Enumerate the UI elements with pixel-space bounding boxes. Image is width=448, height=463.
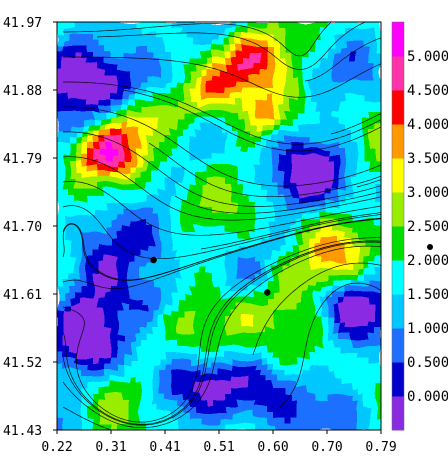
x-tick-label: 0.22 <box>41 440 72 455</box>
streamline <box>62 156 381 221</box>
x-tick-label: 0.41 <box>149 440 180 455</box>
y-tick-label: 41.61 <box>3 288 42 303</box>
streamline <box>304 37 381 82</box>
streamline <box>62 218 381 290</box>
streamline <box>356 179 381 188</box>
colorbar-swatch <box>392 260 404 295</box>
colorbar-swatch <box>392 56 404 91</box>
colorbar-swatch <box>392 22 404 57</box>
colorbar-swatch <box>392 158 404 193</box>
streamline <box>96 22 367 70</box>
colorbar-label: 0.000 <box>407 389 448 405</box>
x-axis: 0.22 0.31 0.41 0.51 0.60 0.70 0.79 <box>41 430 397 455</box>
y-tick-label: 41.43 <box>3 424 42 439</box>
streamlines <box>62 22 381 430</box>
streamline <box>62 131 381 207</box>
colorbar-label: 1.500 <box>407 287 448 303</box>
streamline <box>62 237 381 423</box>
colorbar-swatch <box>392 294 404 329</box>
streamline <box>63 81 381 145</box>
streamline <box>330 112 381 135</box>
colorbar-marker-dot <box>427 244 433 250</box>
colorbar-label: 4.000 <box>407 117 448 133</box>
streamline <box>63 56 381 98</box>
colorbar-label: 5.000 <box>407 49 448 65</box>
colorbar-swatch <box>392 396 404 431</box>
marker-point <box>264 289 271 296</box>
heatmap-field <box>57 22 381 430</box>
x-tick-label: 0.31 <box>95 440 126 455</box>
colorbar-label: 2.000 <box>407 253 448 269</box>
streamline <box>226 240 381 303</box>
streamline <box>122 89 381 152</box>
colorbar-swatch <box>392 328 404 363</box>
x-tick-label: 0.70 <box>311 440 342 455</box>
x-tick-label: 0.60 <box>257 440 288 455</box>
colorbar-label: 3.500 <box>407 151 448 167</box>
plot-area: 0.22 0.31 0.41 0.51 0.60 0.70 0.79 41.9741.884… <box>3 16 397 455</box>
colorbar-swatch <box>392 192 404 227</box>
colorbar-label: 2.500 <box>407 219 448 235</box>
streamline <box>62 241 381 426</box>
streamline <box>252 262 381 356</box>
colorbar-swatch <box>392 90 404 125</box>
x-tick-label: 0.51 <box>203 440 234 455</box>
y-tick-label: 41.79 <box>3 152 42 167</box>
colorbar-label: 3.000 <box>407 185 448 201</box>
colorbar-swatch <box>392 124 404 159</box>
y-tick-label: 41.88 <box>3 84 42 99</box>
colorbar-label: 4.500 <box>407 83 448 99</box>
streamline <box>63 106 381 187</box>
colorbar-swatch <box>392 226 404 261</box>
streamline <box>63 22 332 57</box>
streamline <box>62 181 381 236</box>
colorbar: 0.000 0.500 1.000 1.500 2.000 2.500 3.000 3.500… <box>391 21 448 431</box>
y-axis: 41.97 41.88 41.79 41.70 41.61 41.52 41.43 <box>3 16 57 439</box>
streamline <box>62 406 113 430</box>
streamline <box>62 205 381 260</box>
streamline <box>200 212 381 250</box>
streamline <box>174 191 381 214</box>
streamline <box>62 245 381 429</box>
colorbar-swatch <box>392 362 404 397</box>
colorbar-label: 1.000 <box>407 321 448 337</box>
y-tick-label: 41.52 <box>3 356 42 371</box>
x-tick-label: 0.79 <box>365 440 396 455</box>
streamline <box>62 217 381 281</box>
colorbar-label: 0.500 <box>407 355 448 371</box>
y-tick-label: 41.70 <box>3 220 42 235</box>
streamline <box>278 282 381 409</box>
colorbar-frame <box>391 21 405 431</box>
y-tick-label: 41.97 <box>3 16 42 31</box>
marker-point <box>150 256 157 264</box>
station-markers <box>150 256 271 296</box>
streamline <box>148 142 381 198</box>
